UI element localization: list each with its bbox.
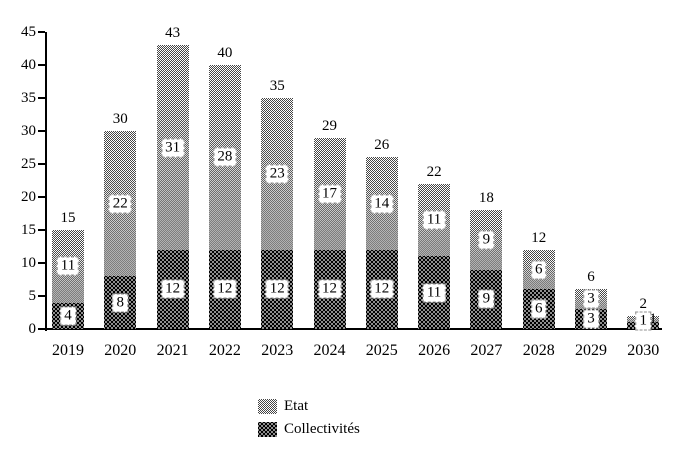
y-tick (38, 130, 45, 132)
y-tick (38, 31, 45, 33)
collectivites-value-label: 6 (530, 299, 547, 319)
collectivites-value-label: 12 (265, 279, 289, 299)
total-label: 22 (426, 163, 442, 180)
x-tick-label: 2027 (470, 342, 503, 359)
etat-value-label: 23 (265, 164, 289, 184)
x-tick-label: 2024 (313, 342, 346, 359)
collectivites-segment (522, 289, 555, 329)
y-tick (38, 163, 45, 165)
total-label: 12 (531, 229, 547, 246)
total-label: 35 (269, 78, 285, 94)
legend: Etat Collectivités (258, 398, 360, 438)
total-label: 2 (639, 295, 648, 312)
total-label: 26 (374, 137, 390, 154)
x-tick-label: 2023 (261, 342, 294, 359)
etat-value-label: 14 (370, 194, 394, 214)
y-tick-label: 35 (21, 90, 36, 106)
collectivites-value-label: 11 (422, 283, 446, 303)
collectivites-value-label: 3 (583, 309, 599, 329)
x-tick-label: 2029 (575, 342, 607, 359)
collectivites-value-label: 4 (60, 306, 76, 326)
y-tick-label: 15 (21, 222, 36, 238)
collectivites-value-label: 8 (112, 293, 129, 313)
total-label: 43 (165, 25, 181, 42)
x-tick-label: 2019 (52, 342, 84, 359)
collectivites-value-label: 9 (478, 289, 495, 309)
collectivites-value-label: 12 (318, 279, 341, 299)
etat-value-label: 11 (56, 256, 80, 276)
etat-value-label: 1 (649, 311, 657, 327)
x-axis-line (45, 328, 662, 330)
y-tick-label: 20 (21, 189, 36, 205)
y-tick (38, 229, 45, 231)
x-tick-label: 2020 (104, 342, 137, 359)
legend-swatch-collectivites (258, 422, 277, 437)
x-tick-label: 2030 (627, 342, 660, 359)
x-tick-label: 2028 (522, 342, 555, 359)
etat-value-label: 31 (161, 138, 185, 157)
legend-item-collectivites: Collectivités (258, 421, 360, 438)
y-tick-label: 5 (28, 288, 37, 304)
x-tick-label: 2022 (208, 342, 241, 359)
y-tick-label: 0 (28, 321, 37, 337)
total-label: 40 (217, 45, 233, 61)
x-tick-label: 2021 (156, 342, 189, 359)
collectivites-value-label: 12 (161, 279, 185, 299)
y-tick (38, 328, 45, 330)
etat-value-label: 28 (213, 147, 237, 167)
x-tick-label: 2025 (365, 342, 398, 359)
etat-value-label: 17 (318, 184, 341, 204)
total-label: 6 (587, 269, 595, 286)
collectivites-value-label: 1 (635, 311, 652, 331)
total-label: 15 (60, 210, 76, 226)
total-label: 18 (478, 190, 494, 207)
etat-value-label: 22 (108, 194, 132, 214)
y-tick-label: 10 (21, 255, 36, 271)
etat-value-label: 3 (583, 289, 599, 309)
etat-value-label: 6 (530, 260, 547, 280)
collectivites-value-label: 12 (213, 279, 237, 299)
y-tick (38, 295, 45, 297)
etat-value-label: 9 (478, 230, 495, 250)
etat-segment (470, 210, 503, 270)
legend-item-etat: Etat (258, 398, 360, 415)
etat-value-label: 11 (422, 210, 446, 230)
x-tick-label: 2026 (418, 342, 451, 359)
y-axis-line (45, 32, 47, 331)
y-tick (38, 196, 45, 198)
y-tick (38, 97, 45, 99)
collectivites-value-label: 12 (370, 279, 394, 299)
y-tick-label: 45 (21, 24, 36, 40)
legend-label-collectivites: Collectivités (284, 421, 360, 437)
total-label: 30 (112, 111, 128, 127)
y-tick-label: 40 (21, 57, 36, 73)
legend-label-etat: Etat (284, 398, 309, 414)
y-tick-label: 25 (21, 156, 36, 172)
legend-swatch-etat (258, 399, 277, 414)
total-label: 29 (322, 117, 337, 134)
y-tick (38, 64, 45, 66)
y-tick (38, 262, 45, 264)
y-tick-label: 30 (21, 123, 36, 139)
